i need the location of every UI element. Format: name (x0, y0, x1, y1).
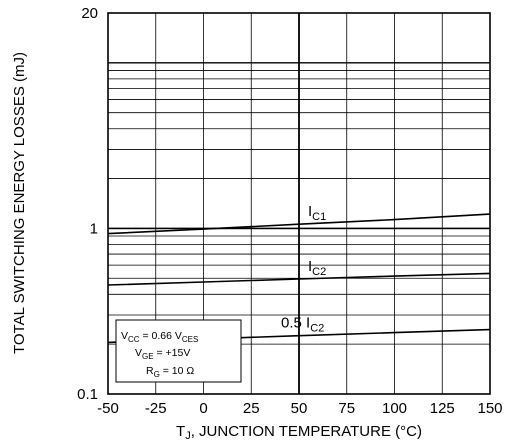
y-axis-label: TOTAL SWITCHING ENERGY LOSSES (mJ) (11, 52, 28, 354)
conditions-frame (115, 319, 242, 383)
condition-rg: RG = 10 Ω (146, 365, 194, 379)
x-tick-label: 150 (477, 400, 502, 417)
condition-vcc: VCC = 0.66 VCES (121, 330, 198, 344)
x-tick-label: 100 (382, 400, 407, 417)
x-tick-label: -50 (97, 400, 119, 417)
tick-labels: -50 -25 0 25 50 75 100 125 150 0.1 1 20 (77, 5, 502, 417)
x-tick-label: -25 (145, 400, 167, 417)
series-label-2: IC2 (308, 258, 326, 278)
x-tick-label: 125 (430, 400, 455, 417)
plot-frame (107, 12, 491, 395)
series-line-2 (107, 272, 491, 286)
condition-vge: VGE = +15V (135, 347, 190, 361)
series-label-3: 0.5 IC2 (281, 315, 324, 335)
curve-labels: IC1 IC2 0.5 IC2 (281, 203, 326, 334)
x-tick-label: 0 (199, 400, 207, 417)
x-axis-label: TJ, JUNCTION TEMPERATURE (°C) (176, 423, 422, 441)
y-tick-label: 0.1 (77, 386, 98, 403)
y-tick-label: 1 (90, 220, 98, 237)
series-label-1: IC1 (308, 203, 326, 223)
series-line-1 (107, 213, 491, 235)
y-tick-label: 20 (81, 5, 98, 22)
x-tick-label: 50 (291, 400, 308, 417)
x-tick-label: 75 (338, 400, 355, 417)
grid (108, 13, 490, 394)
x-tick-label: 25 (243, 400, 260, 417)
conditions-box: VCC = 0.66 VCES VGE = +15V RG = 10 Ω (115, 319, 242, 383)
